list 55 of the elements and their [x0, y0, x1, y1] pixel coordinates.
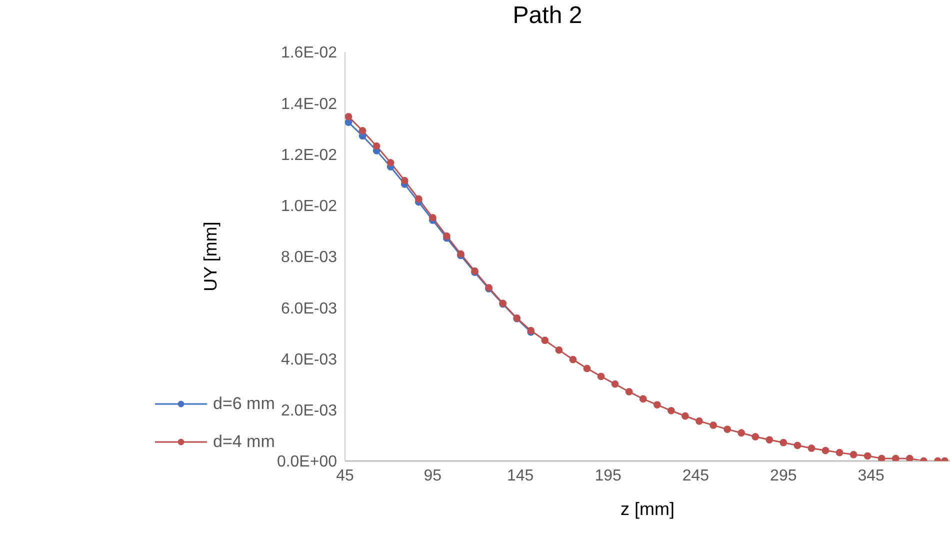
- y-tick-label: 1.6E-02: [280, 44, 338, 62]
- point: [555, 346, 563, 354]
- y-tick-label: 1.0E-02: [280, 198, 338, 216]
- point: [541, 336, 549, 344]
- point: [864, 452, 872, 460]
- point: [696, 417, 703, 425]
- point: [625, 388, 633, 396]
- point: [400, 176, 408, 184]
- y-axis-title: UY [mm]: [200, 222, 220, 292]
- point: [345, 112, 352, 120]
- point: [794, 442, 802, 450]
- point: [766, 436, 774, 444]
- y-tick-label: 4.0E-03: [280, 351, 338, 368]
- x-tick-label: 245: [682, 467, 710, 484]
- x-tick-label: 345: [858, 467, 885, 484]
- point: [611, 380, 619, 388]
- y-tick-label: 2.0E-03: [280, 402, 338, 420]
- point: [724, 426, 731, 433]
- point: [653, 401, 661, 408]
- point: [569, 356, 577, 364]
- point: [892, 454, 900, 461]
- point: [836, 448, 844, 456]
- point: [780, 438, 788, 446]
- y-tick-label: 0.0E+00: [276, 454, 338, 471]
- point: [878, 454, 886, 461]
- point: [372, 142, 380, 150]
- point: [639, 395, 647, 403]
- point: [667, 406, 675, 414]
- point: [597, 372, 605, 380]
- x-tick-label: 195: [594, 467, 622, 484]
- point: [906, 454, 914, 461]
- x-tick-label: 295: [770, 467, 797, 484]
- point: [682, 412, 689, 420]
- point: [738, 429, 746, 437]
- point: [386, 158, 394, 166]
- point: [583, 364, 591, 372]
- point: [358, 127, 366, 134]
- point: [850, 450, 858, 458]
- x-axis-title: z [mm]: [620, 499, 674, 519]
- point: [710, 422, 717, 429]
- y-tick-label: 8.0E-03: [280, 249, 338, 266]
- y-tick-label: 1.2E-02: [280, 146, 338, 164]
- point: [822, 446, 830, 454]
- point: [428, 214, 436, 222]
- point: [808, 444, 816, 452]
- chart-title: Path 2: [512, 2, 584, 30]
- point: [752, 433, 760, 440]
- point: [414, 195, 422, 203]
- legend-label: d=6 mm: [213, 393, 275, 415]
- x-tick-label: 45: [336, 467, 354, 484]
- x-tick-label: 95: [424, 467, 442, 484]
- legend-label: d=4 mm: [213, 431, 275, 453]
- y-tick-label: 6.0E-03: [280, 300, 338, 318]
- y-tick-label: 1.4E-02: [280, 96, 338, 113]
- x-tick-label: 145: [507, 467, 534, 484]
